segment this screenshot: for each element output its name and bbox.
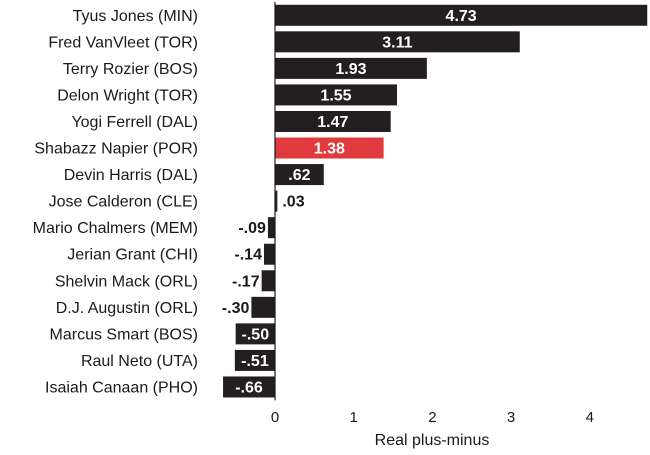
category-label-5: Shabazz Napier (POR) [34,141,198,158]
bar-14 [223,376,275,398]
value-label-13: -.51 [241,353,269,370]
value-labels: 4.73 3.11 1.93 1.55 1.47 1.38.62 .03 -.09 -.14 -.… [222,8,477,397]
bar-9 [263,243,275,265]
value-label-7: .03 [282,194,304,211]
value-label-1: 3.11 [382,34,412,51]
bar-11 [251,296,275,318]
value-label-0: 4.73 [446,8,477,25]
x-tick-4: 4 [586,409,594,426]
bar-13 [234,349,275,371]
x-tick-3: 3 [507,409,515,426]
category-label-10: Shelvin Mack (ORL) [55,273,198,290]
bar-10 [261,270,275,292]
bar-2 [275,57,427,79]
bar-5 [275,137,384,159]
value-label-4: 1.47 [317,114,348,131]
value-label-3: 1.55 [320,87,351,104]
bar-8 [267,217,275,239]
value-label-9: -.14 [234,247,262,264]
x-tick-2: 2 [428,409,436,426]
category-label-11: D.J. Augustin (ORL) [56,300,198,317]
value-label-5: 1.38 [314,141,345,158]
x-axis-title: Real plus-minus [375,432,490,449]
bar-1 [275,31,520,53]
category-label-12: Marcus Smart (BOS) [50,326,198,343]
bar-12 [235,323,275,345]
category-label-7: Jose Calderon (CLE) [49,194,198,211]
category-label-9: Jerian Grant (CHI) [67,247,198,264]
x-tick-0: 0 [271,409,279,426]
x-tick-1: 1 [350,409,358,426]
category-label-2: Terry Rozier (BOS) [63,61,198,78]
bar-7 [275,190,278,212]
value-label-14: -.66 [235,379,263,396]
value-label-11: -.30 [222,300,250,317]
category-labels: Tyus Jones (MIN) Fred VanVleet (TOR) Terry… [33,8,198,397]
category-label-6: Devin Harris (DAL) [64,167,198,184]
bar-6 [275,164,324,186]
category-label-0: Tyus Jones (MIN) [73,8,198,25]
category-label-1: Fred VanVleet (TOR) [48,34,198,51]
x-axis-ticks: 0 1 2 3 4 [271,409,594,426]
category-label-13: Raul Neto (UTA) [81,353,198,370]
category-label-8: Mario Chalmers (MEM) [33,220,198,237]
value-label-6: .62 [288,167,310,184]
bar-0 [275,4,648,26]
category-label-14: Isaiah Canaan (PHO) [45,379,198,396]
value-label-12: -.50 [242,326,270,343]
bars-group [223,4,648,398]
category-label-4: Yogi Ferrell (DAL) [71,114,198,131]
value-label-8: -.09 [238,220,266,237]
category-label-3: Delon Wright (TOR) [57,87,198,104]
bar-4 [275,110,391,132]
value-label-2: 1.93 [335,61,366,78]
value-label-10: -.17 [232,273,260,290]
bar-3 [275,84,397,106]
